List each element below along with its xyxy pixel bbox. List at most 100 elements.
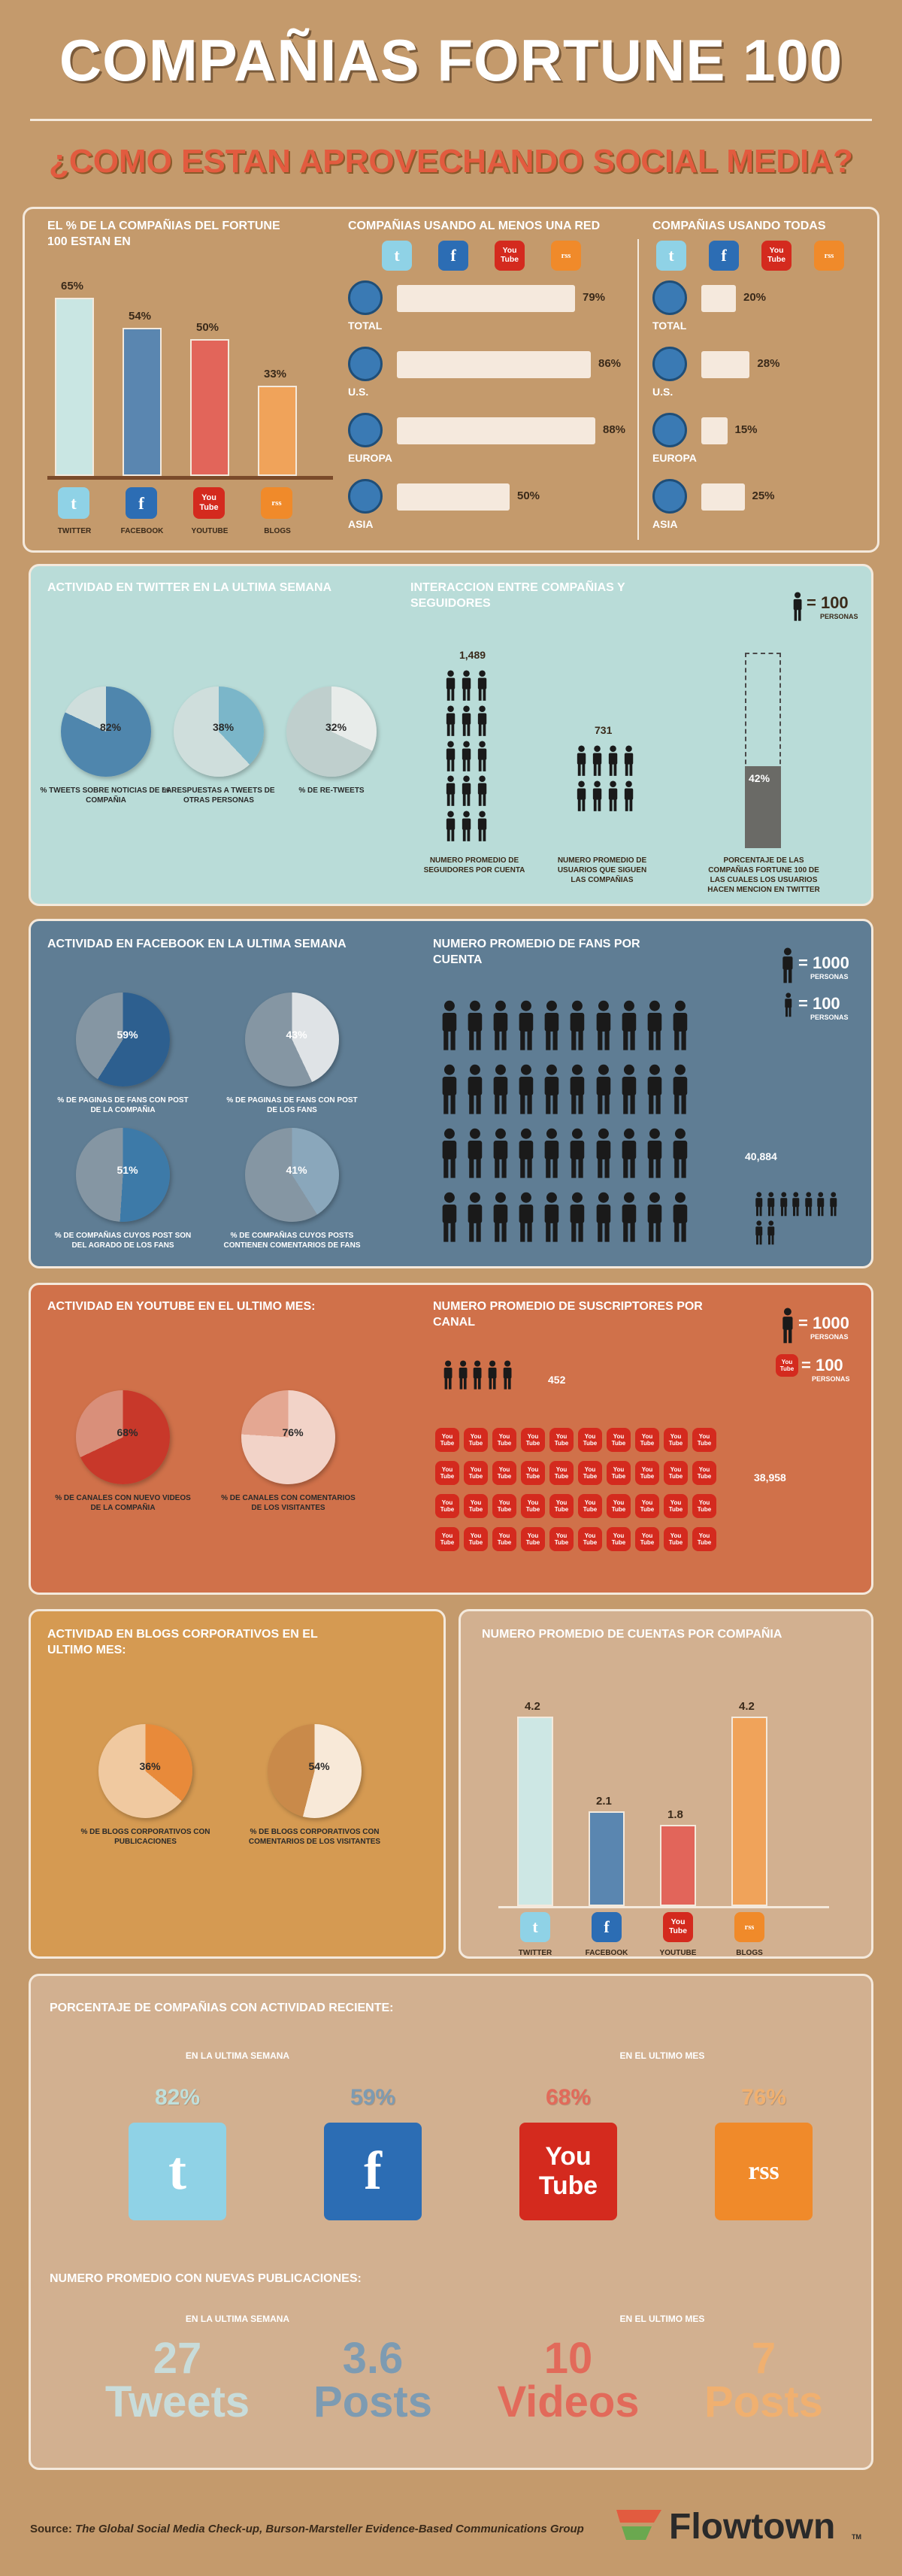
youtube-icon: You Tube [692,1428,716,1452]
youtube-icon: You Tube [464,1428,488,1452]
bar-youtube [190,338,229,476]
account-bar-twitter [517,1717,553,1906]
youtube-icon: You Tube [492,1494,516,1518]
twitter-icon: t [129,2123,226,2220]
youtube-icon: You Tube [549,1461,574,1485]
blogs-pie-0-label: 36% [139,1759,161,1772]
all-icon-row: t f You Tube rss [656,241,867,278]
person-icon [619,1064,640,1115]
youtube-icon: You Tube [435,1527,459,1551]
person-icon [442,1360,454,1390]
person-icon [593,1000,614,1051]
region-name-atleast-2: EUROPA [348,452,392,464]
legend-unit: PERSONAS [820,613,858,620]
atleast-icon-row: t f You Tube rss [382,241,622,278]
person-icon [670,1064,691,1115]
twitter-icon: t [656,241,686,271]
publications-title: NUMERO PROMEDIO CON NUEVAS PUBLICACIONES… [50,2272,362,2285]
source-text: The Global Social Media Check-up, Burson… [75,2523,584,2535]
region-name-all-3: ASIA [652,518,678,530]
blogs-pies: 36% % DE BLOGS CORPORATIVOS CON PUBLICACI… [46,1724,422,1890]
youtube-icon: You Tube [761,241,792,271]
youtube-pie-1 [241,1390,335,1484]
person-icon [444,811,457,842]
person-icon [619,1000,640,1051]
account-category-blogs: BLOGS [736,1949,763,1957]
youtube-icon: You Tube [692,1461,716,1485]
legend-subs: = 1000 PERSONAS You Tube = 100 PERSONAS [776,1308,869,1390]
blogs-pie-1-caption: % DE BLOGS CORPORATIVOS CON COMENTARIOS … [248,1828,381,1846]
subs-people [440,1360,538,1398]
youtube-icon: You Tube [193,487,225,519]
all-title: COMPAÑIAS USANDO TODAS [652,220,826,232]
bar-blogs [258,385,297,476]
summary-num-youtube: 10 [543,2334,593,2383]
person-icon [593,1128,614,1179]
twitter-pie-0-label: 82% [100,720,122,733]
blogs-activity-title: ACTIVIDAD EN BLOGS CORPORATIVOS EN EL UL… [47,1628,318,1656]
youtube-icon: You Tube [549,1494,574,1518]
youtube-activity-title: ACTIVIDAD EN YOUTUBE EN EL ULTIMO MES: [47,1300,316,1313]
bar-category-youtube: YOUTUBE [191,527,229,535]
person-icon-legend-1000 [780,947,795,983]
numbers-row: 27 Tweets 3.6 Posts 10 Videos 7 Posts [31,2337,876,2457]
region-bar-all-1 [701,351,750,378]
person-icon [444,741,457,772]
source-prefix: Source: [30,2523,72,2535]
youtube-icon: You Tube [578,1527,602,1551]
youtube-icon: You Tube [435,1494,459,1518]
legend-1000-unit: PERSONAS [810,1333,849,1341]
person-icon [541,1128,562,1179]
accounts-bar-chart: 4.2 t TWITTER 2.1 f FACEBOOK 1.8 You Tube YOUTUB… [476,1656,859,1957]
all-rows: 20% TOTAL 28% U.S. 15% EUROPA 25% ASIA [652,280,878,544]
summary-unit-blogs: Posts [704,2377,823,2426]
bar-category-facebook: FACEBOOK [120,527,164,535]
twitter-pie-1-label: 38% [213,720,235,733]
facebook-icon: f [126,487,157,519]
youtube-icon: You Tube [464,1461,488,1485]
views-grid: You Tube You Tube You Tube You Tube You Tube… [435,1428,751,1571]
youtube-icon: You Tube [635,1428,659,1452]
followers-value: 1,489 [459,649,486,661]
region-bar-all-0 [701,285,736,312]
overview-bar-title: EL % DE LA COMPAÑIAS DEL FORTUNE 100 EST… [47,220,280,248]
twitter-pie-2-label: 32% [325,720,347,733]
blogs-pie-1 [268,1724,362,1818]
twitter-pie-1-caption: % RESPUESTAS A TWEETS DE OTRAS PERSONAS [162,786,275,805]
person-icon [465,1064,486,1115]
person-icon [476,775,489,807]
person-icon [828,1192,839,1217]
region-value-atleast-2: 88% [603,423,626,436]
person-icon [644,1064,665,1115]
flowtown-wordmark: Flowtown [669,2507,836,2547]
week-label-2: EN LA ULTIMA SEMANA [185,2314,290,2324]
blogs-pie-1-label: 54% [308,1759,330,1772]
person-icon [622,780,635,812]
youtube-icon: You Tube [435,1428,459,1452]
region-globe-0 [348,280,383,315]
bar-label-youtube: 50% [196,320,219,334]
facebook-pie-3-caption: % DE COMPAÑIAS CUYOS POSTS CONTIENEN COM… [223,1232,361,1250]
interaction-title: INTERACCION ENTRE COMPAÑIAS Y SEGUIDORES [410,581,625,610]
fans-value: 40,884 [745,1150,777,1162]
bar-label-facebook: 54% [129,310,152,323]
person-icon [575,780,588,812]
region-name-all-1: U.S. [652,386,673,398]
facebook-pie-1-caption: % DE PAGINAS DE FANS CON POST DE LOS FAN… [226,1096,358,1114]
panel-twitter: ACTIVIDAD EN TWITTER EN LA ULTIMA SEMANA… [29,564,873,906]
facebook-pie-2-caption: % DE COMPAÑIAS CUYOS POST SON DEL AGRADO… [54,1232,192,1250]
person-icon-legend-1000 [780,1308,795,1344]
panel-youtube: ACTIVIDAD EN YOUTUBE EN EL ULTIMO MES: N… [29,1283,873,1595]
person-icon [490,1000,511,1051]
overview-bar-chart: 65% t TWITTER 54% f FACEBOOK 50% You Tube YOUTUB… [40,262,341,540]
legend-1000-unit: PERSONAS [810,973,849,980]
person-icon [501,1360,513,1390]
person-icon [439,1192,460,1243]
followers-caption: NUMERO PROMEDIO DE SEGUIDORES POR CUENTA [423,856,525,874]
summary-pct-youtube: 68% [545,2085,592,2110]
region-globe-0 [652,280,687,315]
summary-num-facebook: 3.6 [342,2334,404,2383]
mention-caption: PORCENTAJE DE LAS COMPAÑIAS FORTUNE 100 … [707,856,820,894]
atleast-rows: 79% TOTAL 86% U.S. 88% EUROPA 50% ASIA [348,280,634,544]
person-icon [607,745,619,777]
